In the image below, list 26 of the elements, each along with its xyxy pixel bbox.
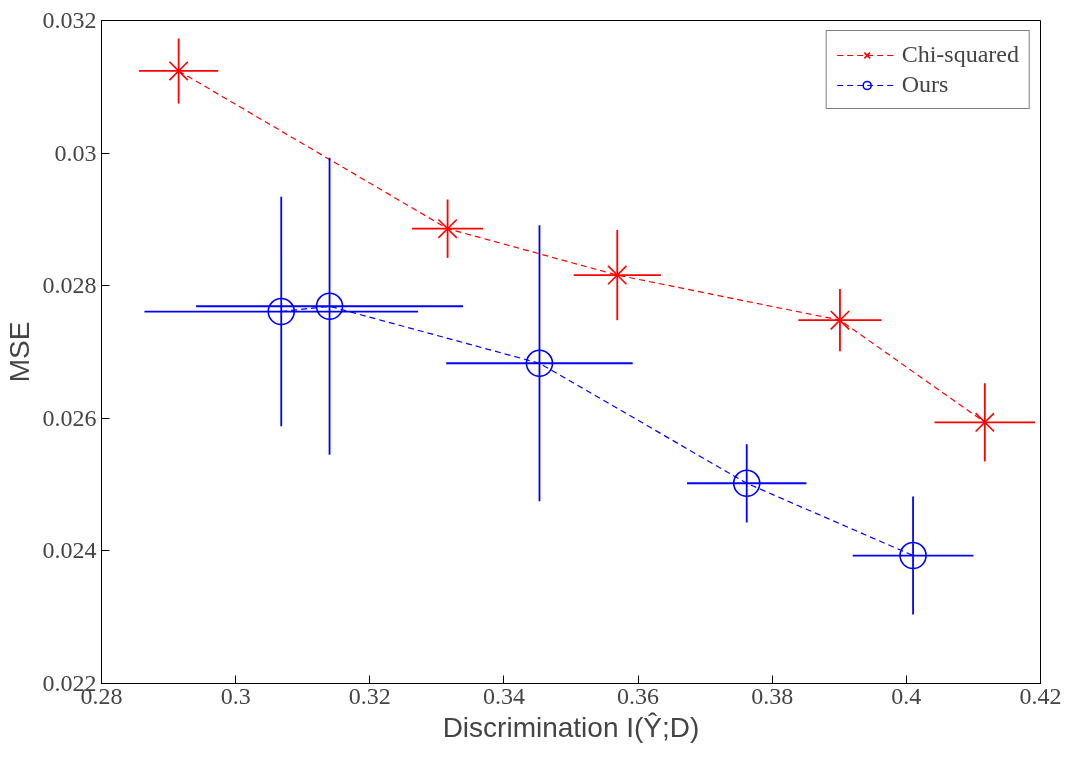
x-axis-title: Discrimination I(Ŷ;D) xyxy=(442,711,700,743)
y-tick-label: 0.028 xyxy=(42,272,97,299)
y-tick-label: 0.024 xyxy=(42,537,97,564)
x-tick-label: 0.38 xyxy=(751,682,794,709)
y-axis-title: MSE xyxy=(3,321,35,383)
legend-label: Chi-squared xyxy=(901,41,1019,68)
point xyxy=(899,541,927,570)
point xyxy=(974,412,995,433)
legend-label: Ours xyxy=(901,71,949,98)
x-tick-label: 0.34 xyxy=(482,682,525,709)
point xyxy=(732,469,761,498)
x-tick-label: 0.36 xyxy=(617,682,660,709)
x-tick-label: 0.4 xyxy=(891,682,922,709)
y-tick-label: 0.03 xyxy=(54,139,97,166)
point xyxy=(168,60,189,81)
point xyxy=(267,297,296,326)
x-tick-label: 0.42 xyxy=(1019,682,1062,709)
point xyxy=(315,292,344,321)
x-tick-label: 0.32 xyxy=(348,682,391,709)
point xyxy=(829,310,850,331)
point xyxy=(437,218,458,239)
y-tick-label: 0.026 xyxy=(42,404,97,431)
x-tick-label: 0.3 xyxy=(220,682,251,709)
point xyxy=(525,349,554,378)
point xyxy=(607,265,628,286)
y-tick-label: 0.032 xyxy=(42,7,97,33)
